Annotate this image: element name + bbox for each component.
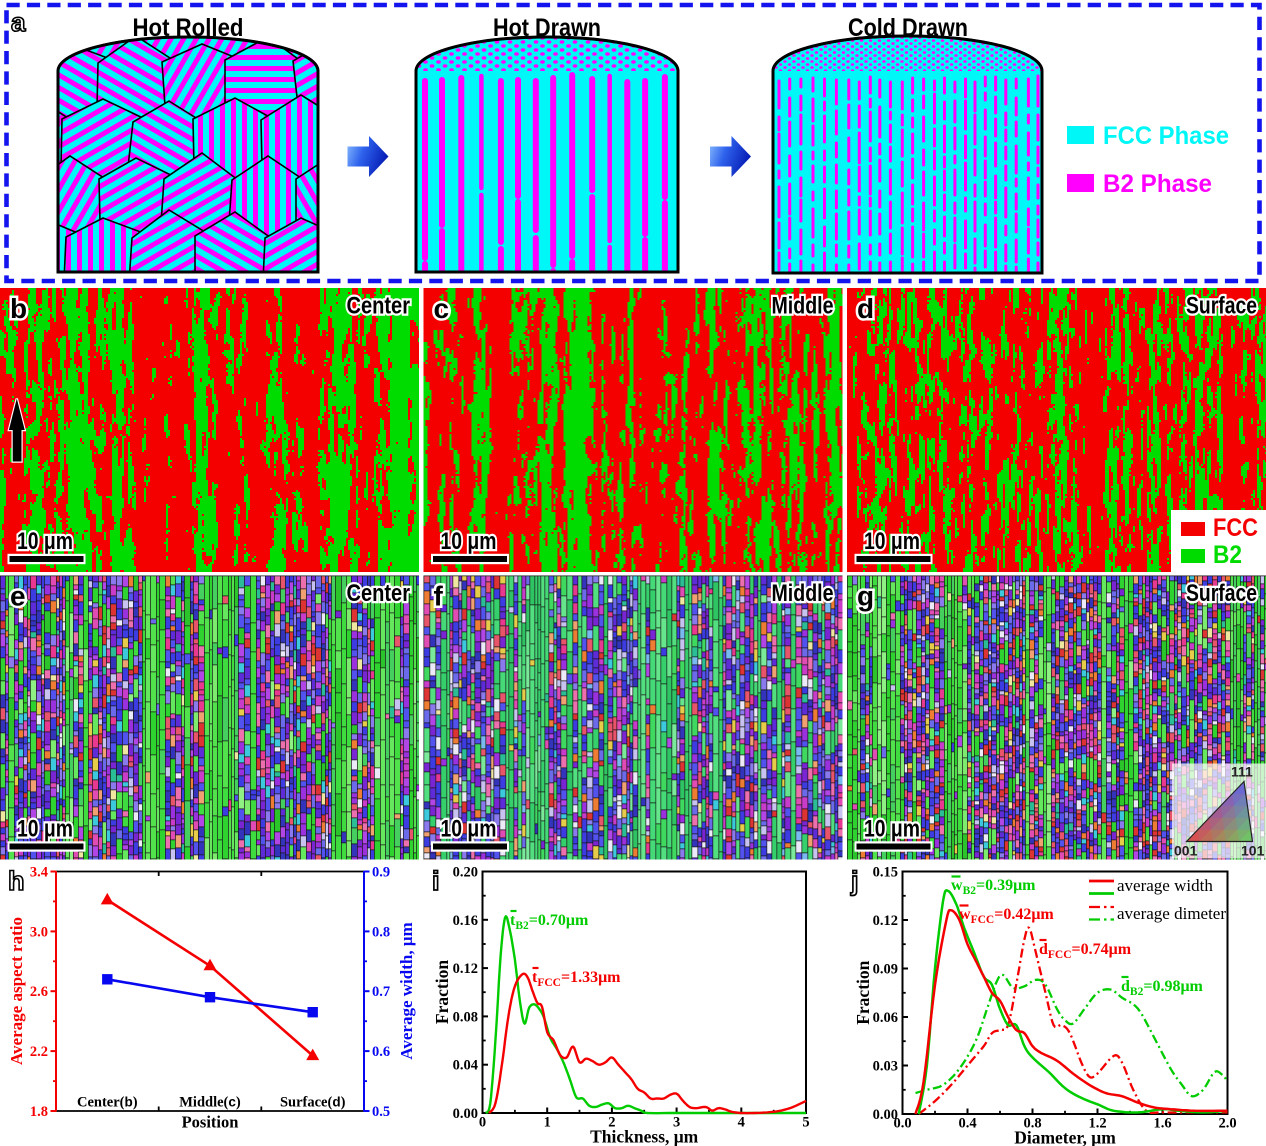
svg-text:111: 111 [1231,764,1253,780]
svg-text:1: 1 [544,1115,551,1131]
svg-text:0.06: 0.06 [873,1010,898,1026]
svg-text:B2 Phase: B2 Phase [1103,170,1212,198]
svg-text:10 μm: 10 μm [441,816,497,843]
svg-text:Thickness, μm: Thickness, μm [590,1127,699,1146]
svg-text:5: 5 [802,1115,809,1131]
svg-text:FCC Phase: FCC Phase [1103,122,1229,150]
svg-text:Center: Center [347,293,411,320]
svg-text:Center: Center [347,580,411,607]
svg-text:001: 001 [1174,843,1198,859]
svg-text:0.00: 0.00 [873,1107,898,1123]
svg-text:Fraction: Fraction [853,960,873,1024]
svg-text:0.00: 0.00 [453,1106,478,1122]
svg-text:Center(b): Center(b) [77,1095,138,1111]
svg-text:101: 101 [1241,843,1265,859]
svg-text:average width: average width [1117,876,1213,895]
svg-text:1.8: 1.8 [30,1104,48,1120]
svg-text:Surface(d): Surface(d) [280,1095,346,1111]
svg-text:g: g [857,581,874,612]
svg-text:f: f [434,581,444,612]
svg-text:average dimeter: average dimeter [1117,904,1226,923]
svg-text:2.2: 2.2 [30,1044,48,1060]
svg-text:0: 0 [479,1115,486,1131]
svg-text:0.12: 0.12 [873,913,898,929]
svg-text:Surface: Surface [1186,580,1257,607]
svg-text:3: 3 [673,1115,680,1131]
svg-text:10 μm: 10 μm [864,816,920,843]
svg-text:h: h [8,866,25,896]
svg-text:B2: B2 [1213,541,1242,569]
svg-text:wB2=0.39μm: wB2=0.39μm [951,877,1036,897]
svg-text:tB2=0.70μm: tB2=0.70μm [510,912,589,932]
svg-text:0.04: 0.04 [453,1058,478,1074]
svg-text:10 μm: 10 μm [441,528,497,555]
svg-text:0.9: 0.9 [372,865,390,881]
svg-text:dB2=0.98μm: dB2=0.98μm [1121,978,1204,998]
svg-text:3.0: 3.0 [30,924,48,940]
svg-text:0.12: 0.12 [453,961,478,977]
svg-text:0.08: 0.08 [453,1009,478,1025]
svg-text:3.4: 3.4 [30,865,48,881]
svg-text:0.7: 0.7 [372,984,390,1000]
svg-text:2: 2 [608,1115,615,1131]
svg-text:Average aspect ratio: Average aspect ratio [7,917,26,1065]
svg-text:Diameter, μm: Diameter, μm [1014,1128,1116,1146]
svg-text:d: d [857,293,874,324]
svg-text:1.2: 1.2 [1088,1116,1106,1132]
svg-text:Middle: Middle [772,293,834,320]
svg-text:10 μm: 10 μm [864,528,920,555]
svg-text:0.4: 0.4 [958,1116,976,1132]
svg-text:0.03: 0.03 [873,1059,898,1075]
svg-text:10 μm: 10 μm [17,816,73,843]
svg-text:1.6: 1.6 [1153,1116,1171,1132]
svg-text:j: j [850,866,859,896]
svg-text:0.16: 0.16 [453,913,478,929]
svg-text:i: i [432,866,440,896]
svg-text:Average width, μm: Average width, μm [397,922,416,1059]
svg-text:2.0: 2.0 [1218,1116,1236,1132]
svg-text:0.20: 0.20 [453,865,478,881]
svg-text:10 μm: 10 μm [17,528,73,555]
svg-text:Fraction: Fraction [432,960,452,1024]
svg-text:wFCC=0.42μm: wFCC=0.42μm [959,906,1054,926]
svg-text:4: 4 [738,1115,745,1131]
svg-text:Surface: Surface [1186,293,1257,320]
svg-text:c: c [434,293,450,324]
svg-text:0.8: 0.8 [372,924,390,940]
svg-text:0.0: 0.0 [893,1116,911,1132]
svg-text:Middle(c): Middle(c) [179,1095,241,1111]
svg-text:0.15: 0.15 [873,865,898,881]
svg-text:b: b [10,293,27,324]
svg-text:e: e [10,581,26,612]
svg-text:Position: Position [182,1113,239,1132]
svg-text:a: a [11,7,26,37]
svg-text:0.8: 0.8 [1023,1116,1041,1132]
svg-text:tFCC=1.33μm: tFCC=1.33μm [532,969,621,989]
svg-text:Middle: Middle [772,580,834,607]
svg-text:2.6: 2.6 [30,984,48,1000]
svg-text:FCC: FCC [1213,514,1258,542]
svg-text:dFCC=0.74μm: dFCC=0.74μm [1039,941,1132,961]
svg-text:0.09: 0.09 [873,962,898,978]
svg-text:0.6: 0.6 [372,1044,390,1060]
svg-text:0.5: 0.5 [372,1104,390,1120]
